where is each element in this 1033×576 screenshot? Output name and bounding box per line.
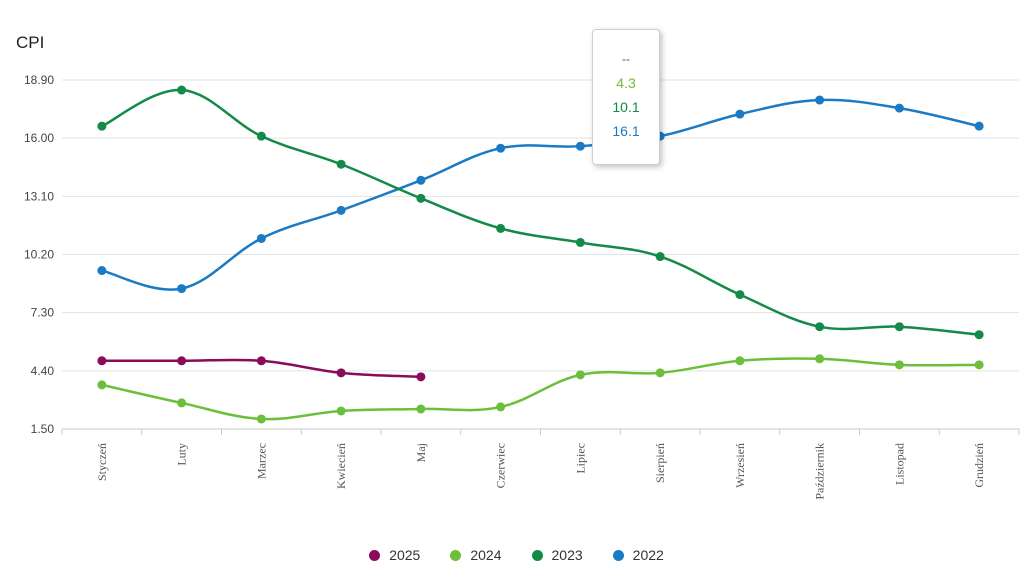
legend-item-2024[interactable]: 2024 <box>450 547 502 563</box>
data-point-2023-0 <box>97 121 107 131</box>
x-tick-label-10: Listopad <box>892 443 906 485</box>
data-point-2024-5 <box>496 402 506 412</box>
data-point-2024-3 <box>336 406 346 416</box>
y-tick-label-0: 18.90 <box>24 73 54 87</box>
x-tick-label-9: Październik <box>813 443 827 500</box>
data-point-2023-10 <box>894 322 904 332</box>
x-tick-label-5: Czerwiec <box>494 443 508 488</box>
data-point-2024-1 <box>177 398 187 408</box>
data-point-2023-8 <box>735 290 745 300</box>
data-point-2022-11 <box>974 121 984 131</box>
data-point-2024-9 <box>815 354 825 364</box>
data-point-2022-5 <box>496 143 506 153</box>
data-point-2023-6 <box>575 237 585 247</box>
x-tick-label-11: Grudzień <box>972 443 986 488</box>
data-point-2022-4 <box>416 175 426 185</box>
data-point-2023-4 <box>416 193 426 203</box>
data-point-2024-6 <box>575 370 585 380</box>
data-point-2022-0 <box>97 266 107 276</box>
x-tick-label-8: Wrzesień <box>733 443 747 488</box>
tooltip-header: -- <box>622 52 630 66</box>
data-point-2022-3 <box>336 205 346 215</box>
data-point-2023-1 <box>177 85 187 95</box>
chart-legend: 2025 2024 2023 2022 <box>0 544 1033 566</box>
y-tick-label-5: 4.40 <box>31 364 55 378</box>
data-point-2022-6 <box>575 141 585 151</box>
series-line-2023 <box>100 88 981 336</box>
x-tick-label-6: Lipiec <box>573 443 587 474</box>
x-tick-label-2: Marzec <box>254 443 268 479</box>
data-point-2024-0 <box>97 380 107 390</box>
data-point-2025-0 <box>97 356 107 366</box>
data-point-2023-7 <box>655 252 665 262</box>
x-tick-label-4: Maj <box>414 443 428 462</box>
data-point-2024-11 <box>974 360 984 370</box>
data-point-2024-10 <box>894 360 904 370</box>
data-point-2022-10 <box>894 103 904 113</box>
data-point-2025-1 <box>177 356 187 366</box>
data-point-2023-11 <box>974 330 984 340</box>
legend-marker-2025 <box>369 549 381 561</box>
x-tick-label-7: Sierpień <box>653 443 667 483</box>
legend-item-2023[interactable]: 2023 <box>531 547 583 563</box>
legend-marker-2024 <box>450 549 462 561</box>
data-point-2024-8 <box>735 356 745 366</box>
y-tick-label-1: 16.00 <box>24 131 54 145</box>
data-point-2024-4 <box>416 404 426 414</box>
data-point-2025-4 <box>416 372 426 382</box>
x-tick-label-0: Styczeń <box>95 443 109 481</box>
legend-label-2025: 2025 <box>389 547 421 563</box>
data-point-2022-8 <box>735 109 745 119</box>
y-tick-label-6: 1.50 <box>31 422 55 436</box>
x-tick-label-1: Luty <box>175 443 189 466</box>
legend-label-2024: 2024 <box>470 547 502 563</box>
data-point-2023-9 <box>815 322 825 332</box>
tooltip-value-2023: 10.1 <box>612 99 640 115</box>
x-tick-label-3: Kwiecień <box>334 443 348 489</box>
legend-item-2022[interactable]: 2022 <box>612 547 664 563</box>
data-point-2022-9 <box>815 95 825 105</box>
data-point-2024-2 <box>256 414 266 424</box>
data-point-2022-1 <box>177 284 187 294</box>
tooltip-value-2024: 4.3 <box>616 75 636 91</box>
data-point-2023-2 <box>256 131 266 141</box>
legend-label-2023: 2023 <box>551 547 583 563</box>
data-point-2025-3 <box>336 368 346 378</box>
legend-item-2025[interactable]: 2025 <box>369 547 420 563</box>
tooltip-value-2022: 16.1 <box>612 123 640 139</box>
data-point-2023-5 <box>496 223 506 233</box>
data-point-2024-7 <box>655 368 665 378</box>
y-tick-label-3: 10.20 <box>24 248 54 262</box>
data-point-2025-2 <box>256 356 266 366</box>
data-tooltip: -- 4.3 10.1 16.1 <box>592 29 660 165</box>
legend-marker-2023 <box>531 549 543 561</box>
data-point-2023-3 <box>336 159 346 169</box>
y-axis-title: CPI <box>16 33 45 52</box>
series-line-2022 <box>100 98 981 291</box>
data-point-2022-2 <box>256 233 266 243</box>
y-tick-label-4: 7.30 <box>31 306 55 320</box>
legend-label-2022: 2022 <box>632 547 664 563</box>
legend-marker-2022 <box>612 549 624 561</box>
series-line-2024 <box>100 357 981 421</box>
y-tick-label-2: 13.10 <box>24 189 54 203</box>
